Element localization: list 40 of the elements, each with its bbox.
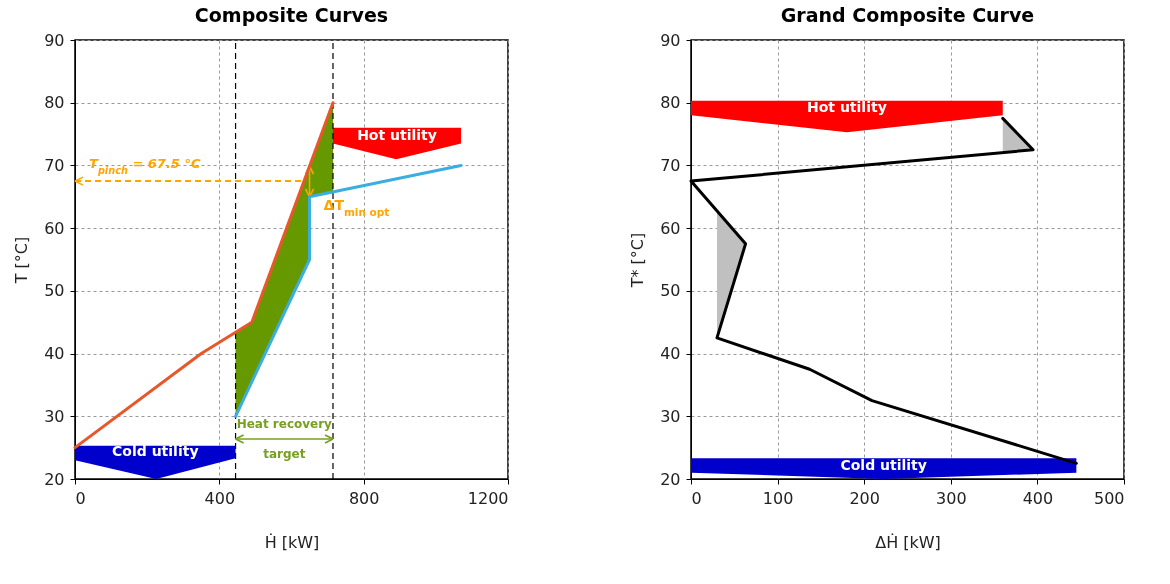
text: Heat recovery target <box>236 417 332 462</box>
x-tick-label: 300 <box>936 488 967 508</box>
x-tick-label: 0 <box>691 488 702 508</box>
chart-title: Grand Composite Curve <box>780 4 1035 26</box>
y-tick-label: 40 <box>660 344 681 364</box>
y-tick-label: 90 <box>660 30 681 50</box>
y-tick-label: 50 <box>44 281 65 301</box>
y-tick-label: 50 <box>660 281 681 301</box>
x-tick-label: 100 <box>762 488 794 508</box>
x-tick-label: 1200 <box>467 488 509 508</box>
y-axis-title: T [°C] <box>12 236 32 285</box>
y-axis-title: T* [°C] <box>628 232 648 289</box>
y-tick-label: 70 <box>44 155 65 175</box>
series-label: Cold utility <box>112 443 199 460</box>
annotation: ΔT$_{min opt}$ <box>323 197 390 219</box>
x-axis-title: Ḣ [kW] <box>264 532 320 552</box>
y-tick-label: 80 <box>44 93 65 113</box>
series-label: Hot utility <box>357 126 437 143</box>
x-tick-label: 500 <box>1093 488 1125 508</box>
series-label: Hot utility <box>806 99 887 116</box>
y-tick-label: 90 <box>44 30 65 50</box>
x-tick-label: 400 <box>204 488 236 508</box>
y-tick-label: 30 <box>660 406 681 426</box>
chart-title: Composite Curves <box>194 4 389 26</box>
x-tick-label: 200 <box>849 488 880 508</box>
line-series <box>234 163 463 418</box>
y-tick-label: 60 <box>660 218 681 238</box>
y-tick-label: 30 <box>44 406 65 426</box>
x-tick-label: 400 <box>1022 488 1054 508</box>
y-tick-label: 20 <box>44 469 65 489</box>
y-tick-label: 40 <box>44 344 65 364</box>
y-tick-label: 60 <box>44 218 65 238</box>
ref-line-label: T$_{pinch}$ = 67.5 °C <box>89 156 201 176</box>
x-tick-label: 0 <box>75 488 86 508</box>
y-tick-label: 20 <box>660 469 681 489</box>
x-tick-label: 800 <box>348 488 380 508</box>
x-axis-title: ΔḢ [kW] <box>875 532 941 552</box>
series-label: Cold utility <box>840 456 927 473</box>
y-tick-label: 70 <box>660 155 681 175</box>
y-tick-label: 80 <box>660 93 681 113</box>
